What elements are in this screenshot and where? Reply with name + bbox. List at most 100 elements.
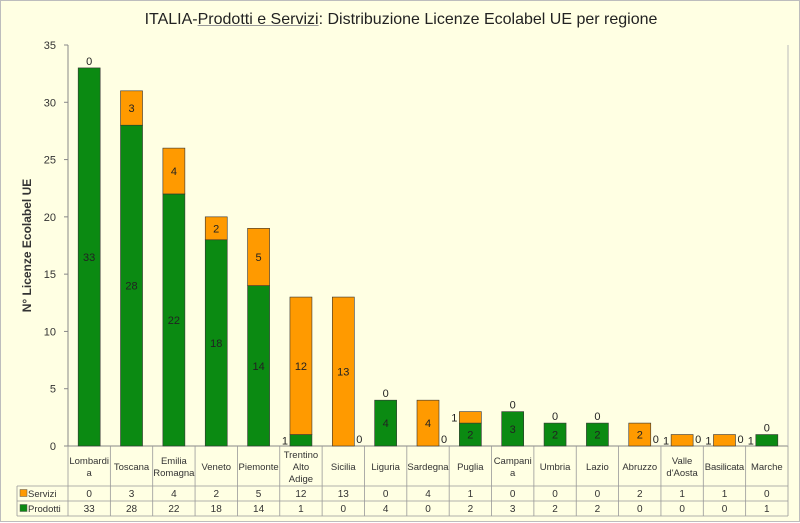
- category-label: Piemonte: [239, 462, 279, 473]
- y-tick-label: 5: [50, 384, 56, 396]
- bar-servizi: [670, 434, 694, 447]
- bar-servizi: [331, 296, 355, 447]
- title-prefix: ITALIA-: [144, 11, 198, 28]
- title-underlined: Prodotti e Servizi: [197, 11, 319, 28]
- data-label-prodotti: 4: [383, 418, 389, 430]
- table-cell-servizi: 5: [256, 489, 262, 500]
- data-label-prodotti: 0: [737, 434, 743, 446]
- table-cell-servizi: 12: [295, 489, 307, 500]
- table-cell-servizi: 0: [383, 489, 389, 500]
- table-cell-prodotti: 0: [637, 504, 643, 515]
- table-cell-servizi: 0: [86, 489, 92, 500]
- table-cell-prodotti: 1: [298, 504, 304, 515]
- category-label: Emilia: [161, 456, 188, 467]
- bar-servizi: [459, 411, 482, 424]
- bar-servizi: [120, 90, 143, 126]
- data-label-prodotti: 2: [467, 430, 473, 442]
- data-label-servizi: 4: [425, 418, 431, 430]
- data-label-prodotti: 14: [252, 361, 264, 373]
- table-cell-prodotti: 22: [168, 504, 180, 515]
- category-label: Alto: [293, 462, 309, 473]
- bar-servizi: [289, 296, 313, 435]
- category-label: Puglia: [457, 462, 484, 473]
- data-label-prodotti: 0: [653, 434, 659, 446]
- bar-prodotti: [586, 422, 609, 447]
- category-label: Sardegna: [407, 462, 449, 473]
- data-label-prodotti: 1: [748, 435, 754, 447]
- title-suffix: : Distribuzione Licenze Ecolabel UE per …: [318, 11, 658, 28]
- data-label-servizi: 2: [213, 223, 219, 235]
- y-tick-label: 35: [44, 40, 56, 52]
- category-label: Veneto: [201, 462, 231, 473]
- data-label-servizi: 1: [663, 435, 669, 447]
- bar-prodotti: [374, 399, 397, 447]
- bar-servizi: [204, 216, 228, 241]
- table-cell-servizi: 13: [338, 489, 350, 500]
- table-cell-servizi: 4: [171, 489, 177, 500]
- data-label-servizi: 4: [171, 166, 177, 178]
- table-cell-prodotti: 0: [722, 504, 728, 515]
- y-tick-label: 30: [44, 97, 56, 109]
- category-label: Marche: [751, 462, 783, 473]
- data-label-prodotti: 2: [552, 430, 558, 442]
- table-cell-servizi: 1: [468, 489, 474, 500]
- table-cell-prodotti: 28: [126, 504, 138, 515]
- table-cell-servizi: 1: [722, 489, 728, 500]
- category-label: a: [510, 468, 516, 479]
- category-label: Toscana: [114, 462, 150, 473]
- data-label-servizi: 13: [337, 367, 349, 379]
- table-cell-prodotti: 4: [383, 504, 389, 515]
- category-label: d'Aosta: [666, 468, 698, 479]
- table-cell-prodotti: 2: [552, 504, 558, 515]
- table-cell-servizi: 1: [679, 489, 685, 500]
- category-label: Lombardi: [69, 456, 109, 467]
- table-cell-servizi: 0: [510, 489, 516, 500]
- y-tick-label: 10: [44, 326, 56, 338]
- table-cell-servizi: 2: [637, 489, 643, 500]
- table-cell-prodotti: 0: [425, 504, 431, 515]
- chart-title: ITALIA-Prodotti e Servizi: Distribuzione…: [1, 11, 800, 29]
- data-label-prodotti: 0: [695, 434, 701, 446]
- data-label-servizi: 0: [594, 411, 600, 423]
- table-cell-prodotti: 2: [468, 504, 474, 515]
- table-cell-servizi: 0: [595, 489, 601, 500]
- category-label: Basilicata: [705, 462, 745, 473]
- y-tick-label: 25: [44, 155, 56, 167]
- y-tick-label: 0: [50, 441, 56, 453]
- data-label-prodotti: 1: [282, 435, 288, 447]
- data-label-servizi: 0: [86, 56, 92, 68]
- table-cell-prodotti: 33: [84, 504, 96, 515]
- legend-label-servizi: Servizi: [28, 489, 57, 500]
- category-label: Umbria: [540, 462, 571, 473]
- bar-prodotti: [543, 422, 567, 447]
- bar-servizi: [416, 399, 440, 447]
- data-label-prodotti: 28: [125, 281, 137, 293]
- legend-key-prodotti: [19, 504, 28, 512]
- bar-prodotti: [77, 67, 101, 447]
- category-label: Liguria: [371, 462, 400, 473]
- data-label-servizi: 0: [510, 400, 516, 412]
- table-cell-prodotti: 18: [211, 504, 223, 515]
- table-cell-prodotti: 0: [679, 504, 685, 515]
- data-label-servizi: 1: [705, 435, 711, 447]
- bar-servizi: [162, 147, 186, 195]
- category-label: Adige: [289, 474, 313, 485]
- data-label-servizi: 2: [637, 430, 643, 442]
- bar-servizi: [713, 434, 736, 447]
- bar-servizi: [247, 228, 270, 286]
- category-label: Trentino: [284, 450, 319, 461]
- data-label-prodotti: 33: [83, 252, 95, 264]
- table-cell-prodotti: 2: [595, 504, 601, 515]
- data-label-prodotti: 22: [168, 315, 180, 327]
- data-label-prodotti: 0: [356, 434, 362, 446]
- data-label-servizi: 0: [383, 388, 389, 400]
- y-axis-label: N° Licenze Ecolabel UE: [20, 179, 34, 313]
- category-label: Sicilia: [331, 462, 357, 473]
- data-label-prodotti: 3: [510, 424, 516, 436]
- table-cell-prodotti: 1: [764, 504, 770, 515]
- y-tick-label: 15: [44, 269, 56, 281]
- legend-key-servizi: [19, 489, 28, 497]
- category-label: a: [87, 468, 93, 479]
